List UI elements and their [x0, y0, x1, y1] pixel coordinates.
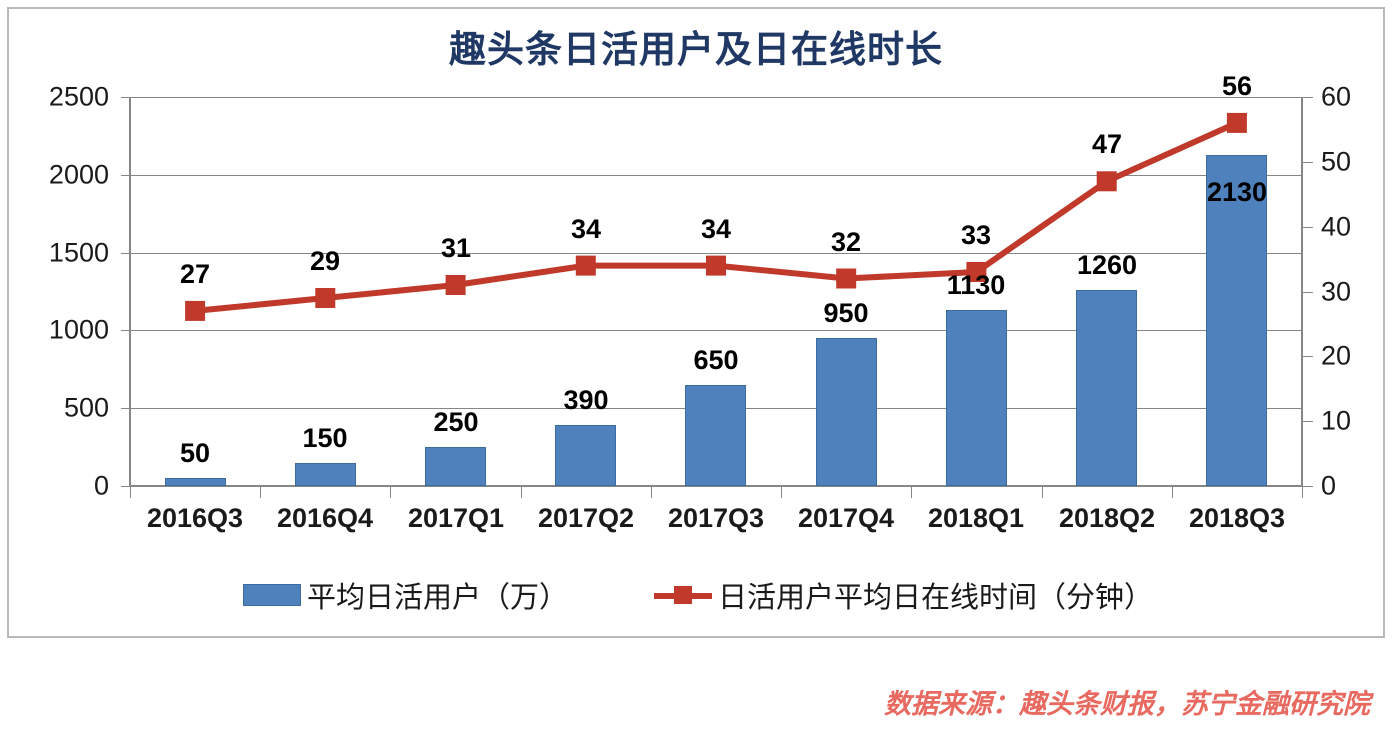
chart-card: 趣头条日活用户及日在线时长 0 500 1000 1500 2000 2500 0 10 20…	[7, 7, 1385, 638]
y-axis-left-tick-label: 0	[93, 470, 109, 501]
line-value-label: 31	[440, 233, 472, 263]
bar-value-label: 390	[563, 385, 609, 415]
y-axis-right-tick	[1303, 97, 1313, 98]
y-axis-right-tick	[1303, 421, 1313, 422]
y-axis-left-tick	[121, 486, 130, 487]
chart-plot-wrapper: 0 500 1000 1500 2000 2500 0 10 20 30 40 50 60 2016Q…	[9, 9, 1387, 640]
y-axis-left-tick-label: 1000	[48, 314, 109, 345]
x-axis-tick	[1302, 487, 1303, 498]
y-axis-right-tick	[1303, 162, 1313, 163]
x-axis-tick	[521, 487, 522, 498]
source-note: 数据来源：趣头条财报，苏宁金融研究院	[884, 689, 1370, 719]
y-axis-left-tick	[121, 330, 130, 331]
line-value-label: 34	[570, 214, 602, 244]
x-axis-category-label: 2018Q3	[1188, 503, 1286, 533]
bar-value-label: 950	[823, 298, 869, 328]
x-axis-tick	[1172, 487, 1173, 498]
line-marker[interactable]	[706, 255, 726, 276]
chart-title: 趣头条日活用户及日在线时长	[449, 30, 943, 71]
legend-label-bars: 平均日活用户（万）	[306, 582, 568, 614]
line-value-label: 33	[960, 220, 992, 250]
y-axis-left-tick-label: 2000	[48, 159, 109, 190]
x-axis-tick	[260, 487, 261, 498]
gridline	[130, 97, 1302, 98]
gridline	[130, 330, 1302, 331]
bar[interactable]	[425, 447, 486, 486]
x-axis-category-label: 2017Q4	[797, 503, 895, 533]
x-axis-category-label: 2018Q2	[1058, 503, 1156, 533]
line-value-label: 47	[1091, 129, 1123, 159]
bar-value-label: 50	[179, 438, 211, 468]
y-axis-right-tick	[1303, 292, 1313, 293]
bar-value-label: 1260	[1076, 250, 1138, 280]
x-axis-category-label: 2018Q1	[927, 503, 1025, 533]
bar-value-label: 650	[693, 345, 739, 375]
bar-value-label: 150	[302, 423, 348, 453]
y-axis-right-tick	[1303, 356, 1313, 357]
line-marker[interactable]	[445, 275, 466, 295]
x-axis-tick	[781, 487, 782, 498]
line-value-label: 56	[1221, 71, 1253, 101]
line-swatch-marker	[674, 586, 692, 604]
y-axis-right-tick-label: 0	[1321, 470, 1337, 501]
y-axis-right-tick-label: 30	[1321, 276, 1352, 307]
x-axis-line	[130, 485, 1303, 487]
y-axis-right-tick-label: 60	[1321, 81, 1352, 112]
legend-item-bars[interactable]: 平均日活用户（万）	[242, 574, 568, 616]
chart-legend: 平均日活用户（万） 日活用户平均日在线时间（分钟）	[9, 574, 1387, 616]
x-axis-category-label: 2016Q3	[146, 503, 244, 533]
bar[interactable]	[816, 338, 877, 486]
legend-item-line[interactable]: 日活用户平均日在线时间（分钟）	[654, 574, 1153, 616]
y-axis-left-tick	[121, 175, 130, 176]
y-axis-left-tick	[121, 408, 130, 409]
gridline	[130, 175, 1302, 176]
bar[interactable]	[295, 463, 356, 486]
bar[interactable]	[165, 478, 226, 486]
x-axis-tick	[651, 487, 652, 498]
line-marker[interactable]	[315, 288, 336, 308]
y-axis-left-tick-label: 1500	[48, 237, 109, 268]
bar[interactable]	[946, 310, 1007, 486]
x-axis-tick	[130, 487, 131, 498]
y-axis-left-tick	[121, 97, 130, 98]
line-marker[interactable]	[1226, 112, 1247, 133]
line-value-label: 32	[830, 227, 862, 257]
y-axis-right-tick	[1303, 486, 1313, 487]
line-value-label: 29	[309, 246, 341, 276]
bar-value-label: 2130	[1206, 177, 1268, 207]
y-axis-right-tick-label: 40	[1321, 211, 1352, 242]
y-axis-right-tick-label: 50	[1321, 146, 1352, 177]
line-square-swatch-icon	[654, 584, 712, 606]
x-axis-tick	[1042, 487, 1043, 498]
x-axis-category-label: 2016Q4	[276, 503, 374, 533]
bar[interactable]	[555, 425, 616, 486]
bar[interactable]	[685, 385, 746, 486]
line-marker[interactable]	[575, 255, 596, 276]
line-value-label: 27	[179, 259, 211, 289]
line-marker[interactable]	[185, 300, 206, 321]
line-marker[interactable]	[836, 268, 857, 289]
y-axis-right-tick-label: 10	[1321, 405, 1352, 436]
y-axis-left-tick	[121, 253, 130, 254]
bar[interactable]	[1076, 290, 1137, 486]
bar-value-label: 250	[433, 407, 479, 437]
y-axis-left-line	[129, 97, 131, 487]
x-axis-category-label: 2017Q3	[667, 503, 765, 533]
x-axis-tick	[911, 487, 912, 498]
y-axis-left-tick-label: 2500	[48, 81, 109, 112]
x-axis-category-label: 2017Q2	[537, 503, 635, 533]
y-axis-left-tick-label: 500	[63, 392, 109, 423]
y-axis-right-tick-label: 20	[1321, 340, 1352, 371]
x-axis-category-label: 2017Q1	[407, 503, 505, 533]
y-axis-right-line	[1301, 97, 1303, 487]
line-series	[185, 112, 1247, 321]
x-axis-tick	[390, 487, 391, 498]
line-value-label: 34	[700, 214, 732, 244]
legend-label-line: 日活用户平均日在线时间（分钟）	[718, 582, 1154, 614]
y-axis-right-tick	[1303, 227, 1313, 228]
bar-swatch-icon	[242, 584, 301, 606]
bar-value-label: 1130	[946, 270, 1006, 300]
